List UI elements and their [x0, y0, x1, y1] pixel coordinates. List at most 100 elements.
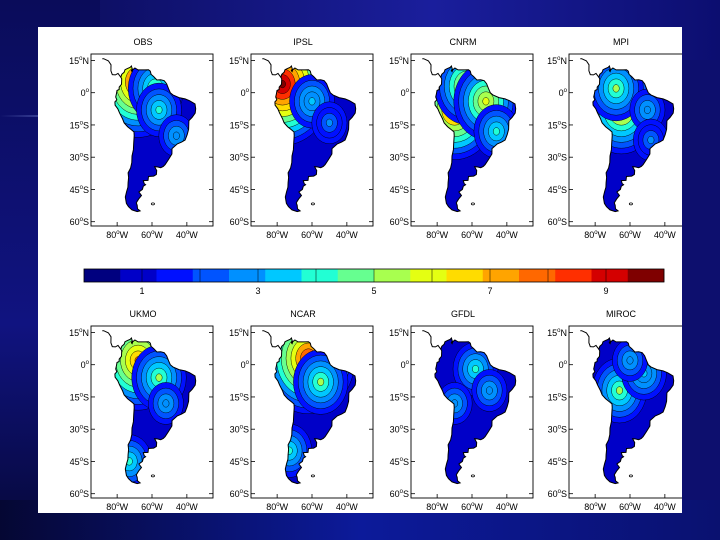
degree-sign: o	[664, 502, 668, 508]
degree-sign: o	[80, 392, 84, 398]
coastline	[592, 337, 675, 485]
lon-tick-label: 60oW	[461, 502, 483, 512]
lat-hemisphere: S	[243, 153, 249, 163]
colorbar-segment	[265, 269, 302, 282]
lat-hemisphere: N	[561, 328, 568, 338]
figure-panel: 15oN 0o 15oS 30oS 45oS 60oS 80oW 60oW 40oW OBS 15o…	[38, 27, 692, 513]
lat-hemisphere: S	[561, 457, 567, 467]
degree-sign: o	[116, 230, 120, 236]
map-panel: 15oN 0o 15oS 30oS 45oS 60oS 80oW 60oW 40oW GFDL	[389, 309, 534, 512]
lat-tick-label: 30oS	[390, 425, 409, 435]
colorbar-segment	[337, 269, 375, 282]
lon-hemisphere: W	[474, 230, 483, 240]
degree-sign: o	[558, 457, 562, 463]
lat-tick-label: 45oS	[548, 185, 567, 195]
degree-sign: o	[558, 185, 562, 191]
degree-sign: o	[664, 230, 668, 236]
colorbar-segment	[446, 269, 484, 282]
map-panel: 15oN 0o 15oS 30oS 45oS 60oS 80oW 60oW 40oW NCAR	[229, 309, 374, 512]
degree-sign: o	[80, 217, 84, 223]
lon-hemisphere: W	[349, 502, 358, 512]
lon-hemisphere: W	[632, 502, 641, 512]
lat-tick-label: 60oS	[390, 217, 409, 227]
precip-contour	[482, 97, 490, 106]
lon-tick-label: 40oW	[654, 230, 676, 240]
panel-title: UKMO	[130, 309, 157, 319]
precip-contour	[612, 84, 620, 93]
colorbar: 1 3 5 7 9	[83, 268, 665, 296]
panel-title: IPSL	[293, 37, 313, 47]
degree-sign: o	[151, 502, 155, 508]
lat-tick-label: 15oS	[390, 120, 409, 130]
lat-tick-label: 0o	[81, 88, 90, 98]
degree-sign: o	[558, 489, 562, 495]
degree-sign: o	[557, 56, 561, 62]
precip-contour	[492, 127, 500, 136]
degree-sign: o	[506, 230, 510, 236]
lat-hemisphere: S	[243, 392, 249, 402]
lat-hemisphere: S	[561, 425, 567, 435]
degree-sign: o	[400, 489, 404, 495]
lat-tick-label: 30oS	[548, 425, 567, 435]
lon-tick-label: 60oW	[461, 230, 483, 240]
degree-sign: o	[400, 217, 404, 223]
degree-sign: o	[276, 230, 280, 236]
lat-tick-label: 15oN	[389, 328, 409, 338]
lon-hemisphere: W	[314, 502, 323, 512]
lat-hemisphere: N	[403, 56, 410, 66]
central-america-coastline	[422, 58, 442, 78]
lat-tick-label: 0o	[81, 360, 90, 370]
degree-sign: o	[629, 502, 633, 508]
degree-sign: o	[436, 502, 440, 508]
lat-hemisphere: S	[83, 457, 89, 467]
lon-tick-label: 80oW	[426, 230, 448, 240]
coastline	[114, 65, 197, 213]
lat-tick-label: 15oN	[229, 56, 249, 66]
lon-hemisphere: W	[509, 502, 518, 512]
lon-tick-label: 40oW	[336, 230, 358, 240]
lon-hemisphere: W	[632, 230, 641, 240]
lat-tick-label: 15oS	[230, 392, 249, 402]
degree-sign: o	[240, 457, 244, 463]
colorbar-segment	[555, 269, 592, 282]
degree-sign: o	[246, 360, 250, 366]
lon-tick-label: 80oW	[426, 502, 448, 512]
lat-hemisphere: N	[243, 328, 250, 338]
lat-tick-label: 0o	[401, 360, 410, 370]
lon-hemisphere: W	[280, 502, 289, 512]
lon-tick-label: 80oW	[584, 502, 606, 512]
degree-sign: o	[471, 230, 475, 236]
degree-sign: o	[311, 502, 315, 508]
degree-sign: o	[246, 88, 250, 94]
lon-tick-label: 80oW	[584, 230, 606, 240]
lat-tick-label: 45oS	[230, 185, 249, 195]
coastline	[592, 65, 675, 213]
degree-sign: o	[400, 457, 404, 463]
central-america-coastline	[102, 58, 122, 78]
falkland-islands	[150, 474, 155, 478]
lat-hemisphere: S	[83, 153, 89, 163]
lat-tick-label: 0o	[241, 88, 250, 98]
lat-hemisphere: N	[83, 56, 90, 66]
degree-sign: o	[564, 360, 568, 366]
lat-tick-label: 30oS	[230, 153, 249, 163]
lon-hemisphere: W	[120, 230, 129, 240]
colorbar-tick-label: 1	[139, 286, 144, 296]
precip-contour	[155, 105, 163, 114]
degree-sign: o	[240, 153, 244, 159]
precip-contour	[325, 118, 333, 127]
lat-hemisphere: N	[561, 56, 568, 66]
degree-sign: o	[240, 425, 244, 431]
degree-sign: o	[406, 88, 410, 94]
degree-sign: o	[116, 502, 120, 508]
lon-hemisphere: W	[440, 230, 449, 240]
degree-sign: o	[80, 120, 84, 126]
degree-sign: o	[80, 425, 84, 431]
precip-contour	[626, 356, 634, 365]
contour-bands	[274, 66, 348, 146]
panel-title: GFDL	[451, 309, 475, 319]
lat-hemisphere: S	[403, 425, 409, 435]
coastline	[274, 65, 357, 213]
lat-hemisphere: S	[243, 120, 249, 130]
lat-tick-label: 0o	[241, 360, 250, 370]
